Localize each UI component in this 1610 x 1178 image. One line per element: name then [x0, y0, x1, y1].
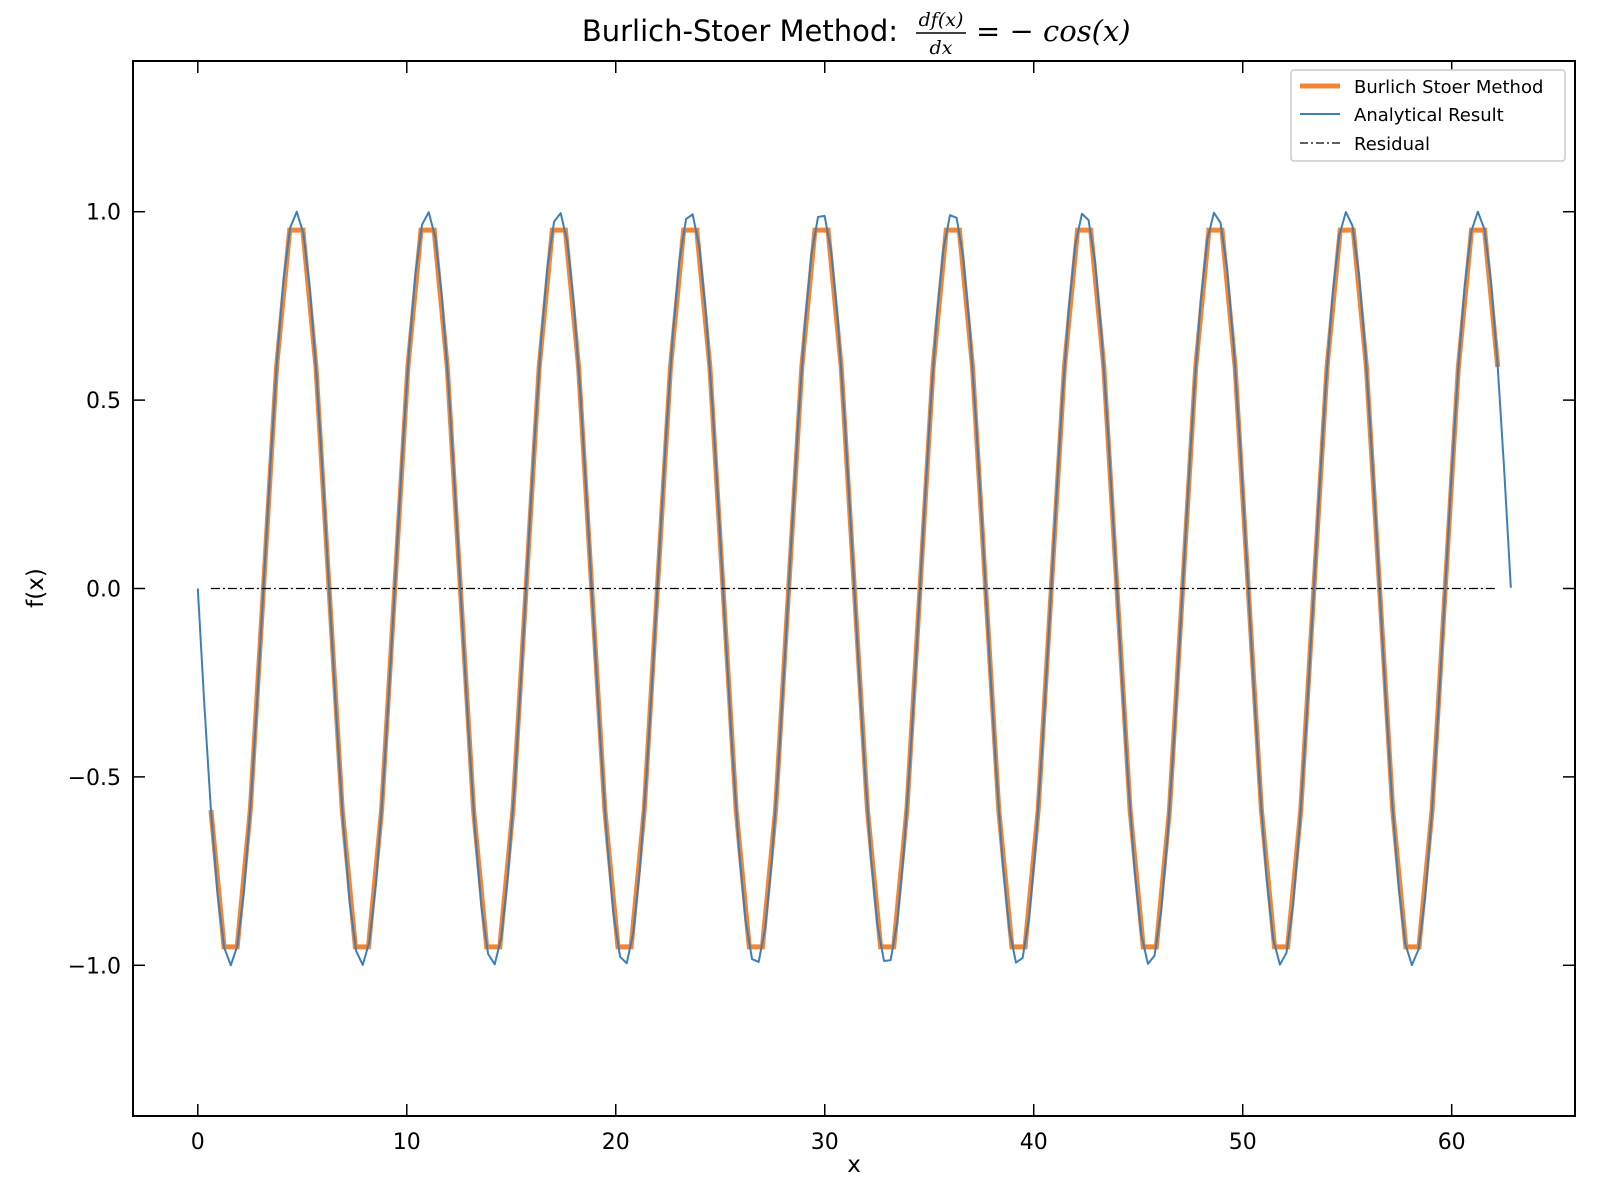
y-tick-label: 1.0 [86, 201, 121, 226]
title-prefix: Burlich-Stoer Method: [582, 14, 898, 48]
title-denominator: dx [930, 37, 953, 59]
x-tick-label: 40 [1020, 1130, 1048, 1155]
chart-title: Burlich-Stoer Method: df(x) dx = − cos(x… [582, 9, 1131, 59]
plot-frame [132, 60, 1576, 1117]
x-tick-label: 30 [811, 1130, 839, 1155]
legend: Burlich Stoer Method Analytical Result R… [1290, 69, 1566, 162]
tick-layer: 0 10 20 30 40 50 60 −1.0 −0.5 0.0 0.5 1.0 [68, 61, 1575, 1155]
title-numerator: df(x) [919, 9, 964, 31]
y-axis-label: f(x) [23, 568, 49, 608]
title-suffix: = − cos(x) [976, 14, 1131, 48]
series-layer [196, 210, 1512, 967]
y-tick-label: −0.5 [68, 766, 121, 791]
x-tick-label: 60 [1438, 1130, 1466, 1155]
x-axis-label: x [847, 1152, 861, 1178]
legend-label-analytical: Analytical Result [1354, 105, 1504, 126]
legend-label-residual: Residual [1354, 134, 1430, 155]
y-tick-label: 0.0 [86, 578, 121, 603]
x-tick-label: 10 [393, 1130, 421, 1155]
x-tick-label: 50 [1229, 1130, 1257, 1155]
x-tick-label: 20 [602, 1130, 630, 1155]
legend-label-burlich-stoer: Burlich Stoer Method [1354, 77, 1543, 98]
x-tick-label: 0 [191, 1130, 205, 1155]
legend-box [1290, 69, 1566, 162]
y-tick-label: −1.0 [68, 954, 121, 979]
series-analytical-line [196, 210, 1512, 967]
y-tick-label: 0.5 [86, 389, 121, 414]
